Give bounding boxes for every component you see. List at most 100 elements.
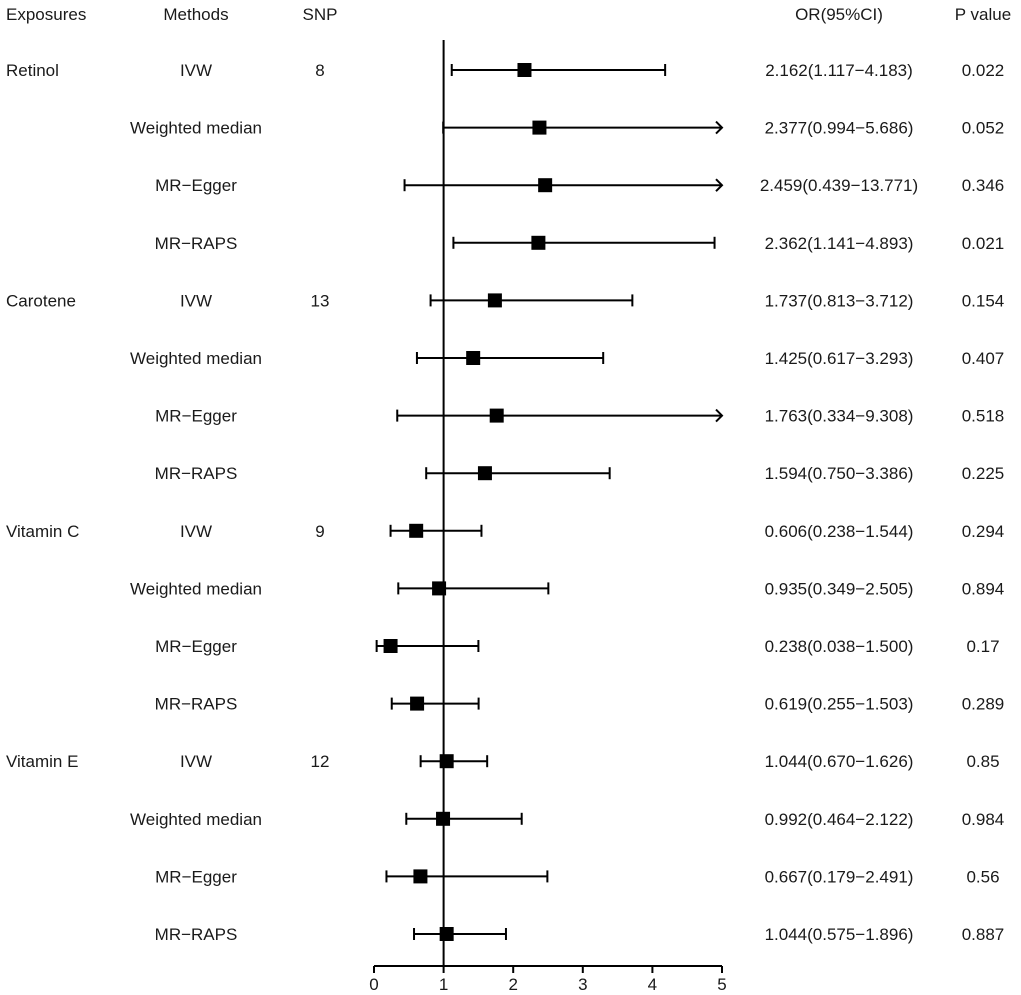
p-value-text: 0.894: [962, 579, 1005, 598]
header-methods: Methods: [163, 5, 228, 24]
forest-row: Weighted median 1.425(0.617−3.293) 0.407: [130, 349, 1004, 368]
forest-row: MR−Egger 1.763(0.334−9.308) 0.518: [155, 407, 1004, 426]
forest-row: Carotene IVW 13 1.737(0.813−3.712) 0.154: [6, 291, 1004, 310]
or-ci-text: 2.162(1.117−4.183): [765, 61, 913, 80]
p-value-text: 0.56: [966, 867, 999, 886]
p-value-text: 0.154: [962, 291, 1005, 310]
x-tick-label: 5: [717, 975, 726, 994]
method-label: Weighted median: [130, 810, 262, 829]
or-ci-text: 0.619(0.255−1.503): [765, 695, 914, 714]
snp-count: 9: [315, 522, 324, 541]
ci-upper-arrow: [715, 120, 724, 135]
p-value-text: 0.052: [962, 119, 1005, 138]
forest-row: Vitamin E IVW 12 1.044(0.670−1.626) 0.85: [6, 752, 1000, 771]
forest-row: MR−RAPS 2.362(1.141−4.893) 0.021: [155, 234, 1005, 253]
forest-row: MR−RAPS 1.594(0.750−3.386) 0.225: [155, 464, 1005, 483]
p-value-text: 0.85: [966, 752, 999, 771]
forest-row: MR−RAPS 0.619(0.255−1.503) 0.289: [155, 695, 1005, 714]
p-value-text: 0.407: [962, 349, 1005, 368]
x-tick-label: 0: [369, 975, 378, 994]
header-exposures: Exposures: [6, 5, 86, 24]
or-point: [432, 581, 447, 596]
forest-row: Weighted median 0.935(0.349−2.505) 0.894: [130, 579, 1004, 598]
or-point: [439, 927, 454, 941]
method-label: IVW: [180, 752, 212, 771]
header-or-ci: OR(95%CI): [795, 5, 883, 24]
x-tick-label: 1: [439, 975, 448, 994]
method-label: MR−Egger: [155, 176, 237, 195]
p-value-text: 0.887: [962, 925, 1005, 944]
or-point: [517, 63, 532, 77]
header-snp: SNP: [303, 5, 338, 24]
exposure-label: Vitamin E: [6, 752, 78, 771]
method-label: Weighted median: [130, 579, 262, 598]
method-label: MR−RAPS: [155, 234, 238, 253]
method-label: MR−Egger: [155, 637, 237, 656]
method-label: MR−RAPS: [155, 464, 238, 483]
or-point: [410, 696, 425, 711]
rows: Retinol IVW 8 2.162(1.117−4.183) 0.022 Weight…: [6, 61, 1004, 944]
exposure-label: Vitamin C: [6, 522, 79, 541]
or-ci-text: 1.594(0.750−3.386): [765, 464, 914, 483]
or-ci-text: 1.044(0.575−1.896): [765, 925, 914, 944]
method-label: MR−RAPS: [155, 695, 238, 714]
x-tick-label: 2: [508, 975, 517, 994]
x-tick-label: 3: [578, 975, 587, 994]
or-point: [466, 351, 481, 365]
or-point: [487, 293, 502, 308]
or-point: [413, 869, 428, 884]
or-ci-text: 1.737(0.813−3.712): [765, 291, 914, 310]
p-value-text: 0.022: [962, 61, 1005, 80]
snp-count: 13: [311, 291, 330, 310]
ci-upper-arrow: [715, 178, 724, 192]
or-ci-text: 0.667(0.179−2.491): [765, 867, 914, 886]
or-ci-text: 2.377(0.994−5.686): [765, 119, 914, 138]
method-label: MR−Egger: [155, 867, 237, 886]
or-point: [531, 235, 546, 250]
or-ci-text: 0.238(0.038−1.500): [765, 637, 914, 656]
p-value-text: 0.984: [962, 810, 1005, 829]
forest-row: MR−Egger 2.459(0.439−13.771) 0.346: [155, 176, 1004, 195]
or-point: [383, 639, 398, 653]
method-label: Weighted median: [130, 349, 262, 368]
or-ci-text: 0.935(0.349−2.505): [765, 579, 914, 598]
or-point: [532, 120, 547, 135]
or-ci-text: 1.044(0.670−1.626): [765, 752, 914, 771]
method-label: IVW: [180, 291, 212, 310]
exposure-label: Carotene: [6, 291, 76, 310]
method-label: Weighted median: [130, 119, 262, 138]
method-label: MR−Egger: [155, 407, 237, 426]
x-tick-label: 4: [648, 975, 657, 994]
header-p-value: P value: [955, 5, 1011, 24]
or-point: [439, 754, 454, 769]
ci-upper-arrow: [715, 408, 724, 423]
column-headers: Exposures Methods SNP OR(95%CI) P value: [6, 5, 1011, 24]
snp-count: 8: [315, 61, 324, 80]
p-value-text: 0.294: [962, 522, 1005, 541]
or-ci-text: 0.992(0.464−2.122): [765, 810, 914, 829]
or-ci-text: 1.763(0.334−9.308): [765, 407, 914, 426]
or-point: [489, 408, 504, 423]
snp-count: 12: [311, 752, 330, 771]
p-value-text: 0.225: [962, 464, 1005, 483]
method-label: IVW: [180, 61, 212, 80]
p-value-text: 0.346: [962, 176, 1005, 195]
forest-row: Vitamin C IVW 9 0.606(0.238−1.544) 0.294: [6, 522, 1004, 541]
or-point: [409, 523, 424, 538]
or-point: [477, 466, 492, 481]
or-ci-text: 2.362(1.141−4.893): [765, 234, 914, 253]
forest-row: Retinol IVW 8 2.162(1.117−4.183) 0.022: [6, 61, 1004, 80]
p-value-text: 0.021: [962, 234, 1005, 253]
or-point: [538, 178, 553, 193]
or-ci-text: 2.459(0.439−13.771): [760, 176, 918, 195]
exposure-label: Retinol: [6, 61, 59, 80]
forest-row: MR−Egger 0.667(0.179−2.491) 0.56: [155, 867, 999, 886]
x-axis: 0 1 2 3 4 5: [369, 40, 727, 994]
p-value-text: 0.17: [966, 637, 999, 656]
or-ci-text: 1.425(0.617−3.293): [765, 349, 914, 368]
forest-row: Weighted median 0.992(0.464−2.122) 0.984: [130, 810, 1004, 829]
p-value-text: 0.518: [962, 407, 1005, 426]
method-label: MR−RAPS: [155, 925, 238, 944]
forest-row: Weighted median 2.377(0.994−5.686) 0.052: [130, 119, 1004, 138]
